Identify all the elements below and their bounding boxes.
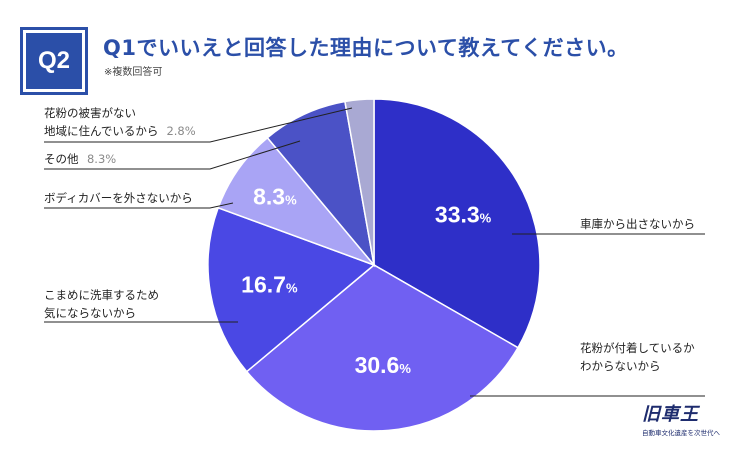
value-label: 2.8% [166,124,195,138]
value-label: 8.3% [253,183,297,209]
question-title: Q1でいいえと回答した理由について教えてください。 [103,36,629,60]
value-label: 8.3% [87,152,116,166]
category-label: その他 [44,152,79,166]
brand-logo: 旧車王 自動車文化遺産を次世代へ [642,404,734,438]
pie-slice [207,206,376,373]
leader-line [44,202,234,209]
value-label: 33.3% [435,201,492,227]
leader-line [44,107,353,143]
value-label: 30.6% [355,352,412,378]
category-label: ボディカバーを外さないから [44,191,193,205]
question-badge: Q2 [20,27,88,95]
category-label: こまめに洗車するため気にならないから [44,288,159,320]
value-label: 16.7% [241,271,298,297]
category-label: 車庫から出さないから [580,217,695,231]
pie-slice [344,98,375,266]
pie-slice [245,264,519,432]
multiple-answer-note: ※複数回答可 [104,67,163,78]
question-badge-label: Q2 [26,33,82,89]
pie-slice [373,98,541,349]
category-label: 花粉が付着しているかわからないから [580,341,695,373]
brand-logo-mark: 旧車王 [642,404,699,425]
leader-line [44,140,301,170]
brand-tagline: 自動車文化遺産を次世代へ [642,429,720,437]
category-label: 花粉の被害がない地域に住んでいるから [44,106,158,138]
